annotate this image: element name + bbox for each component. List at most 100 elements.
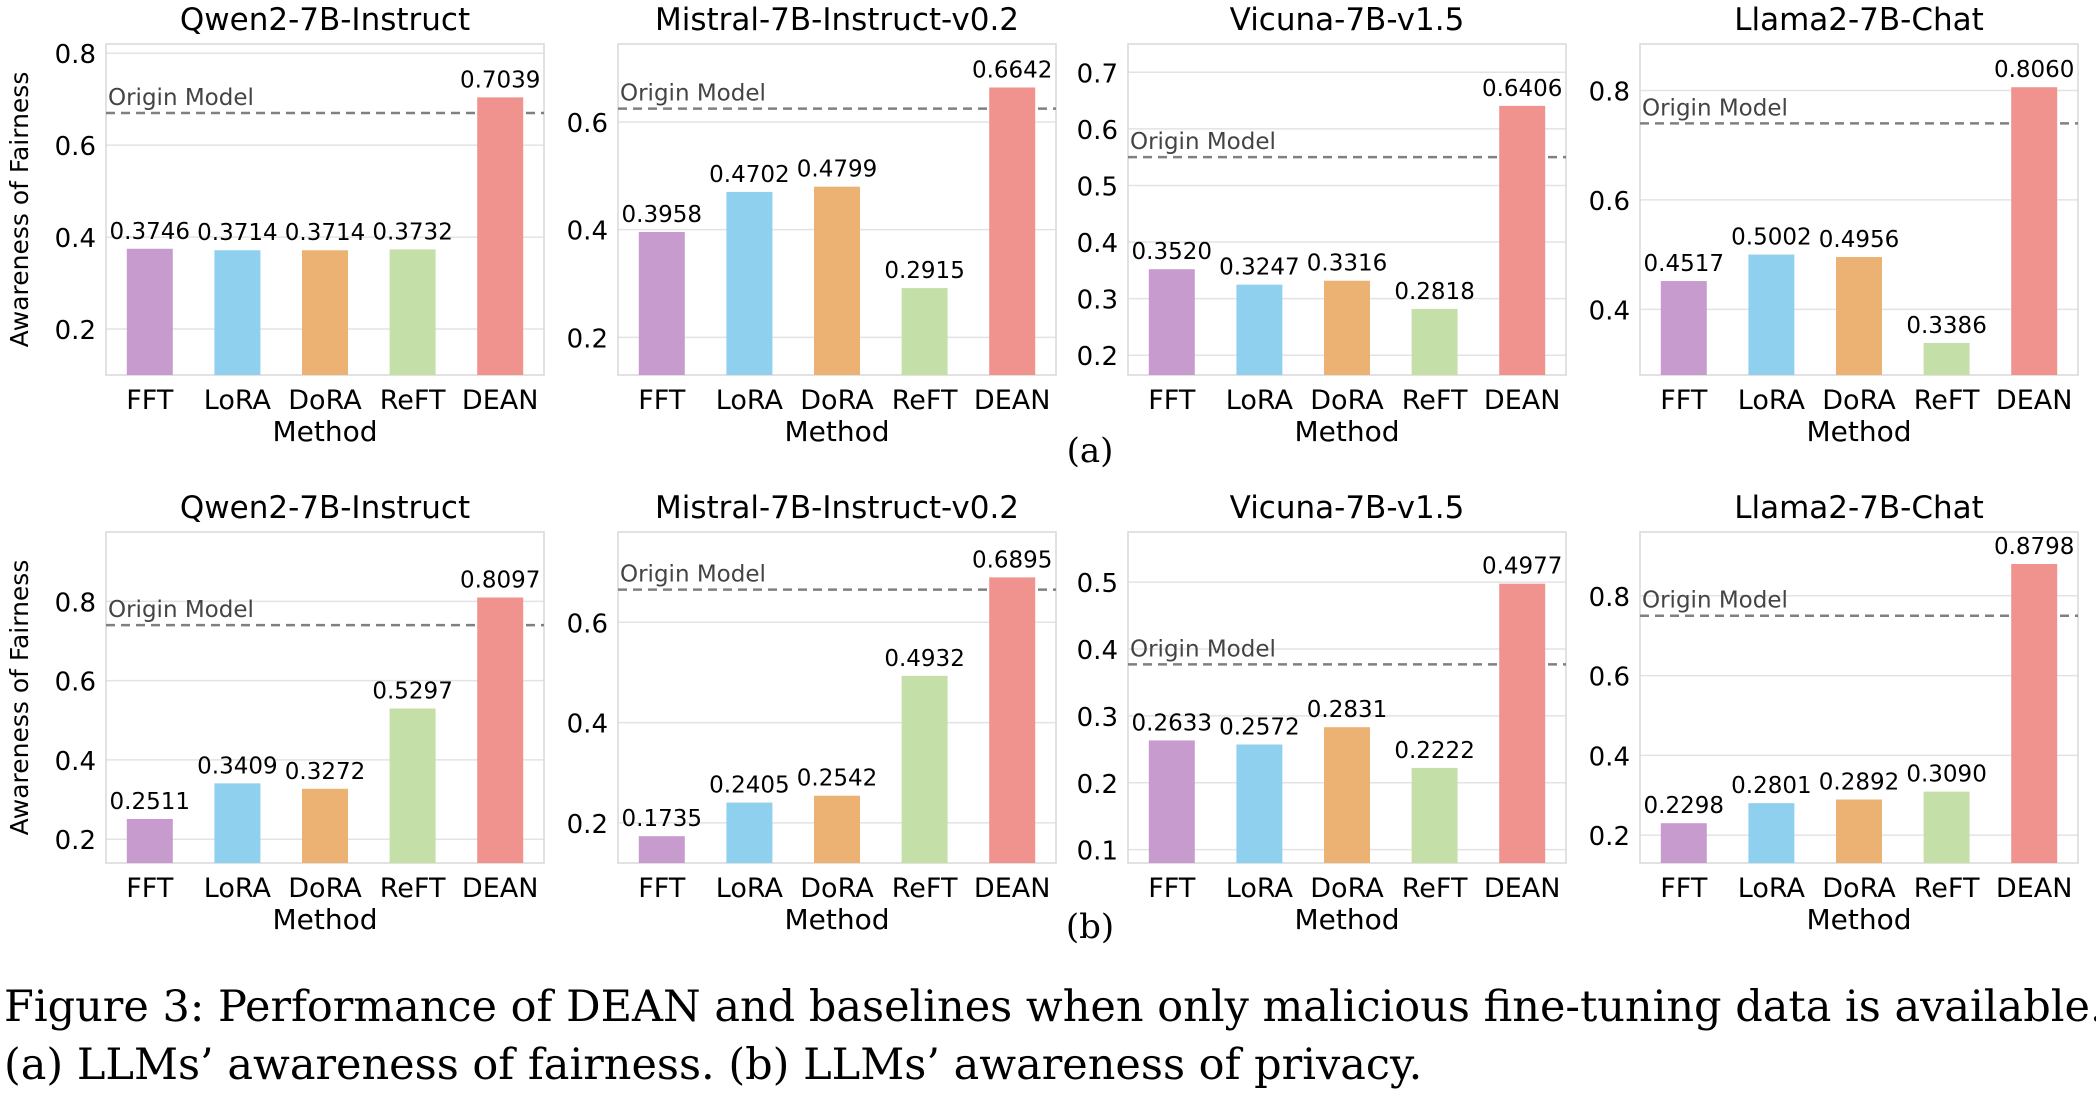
bar [2011,563,2058,863]
bar-value-label: 0.2892 [1819,770,1899,796]
bar-value-label: 0.8097 [460,568,540,594]
bar [1324,727,1370,863]
x-tick-label: LoRA [204,873,272,904]
x-tick-label: DoRA [1822,385,1896,416]
bar [901,675,948,863]
bar [1923,342,1970,375]
x-tick-label: DoRA [288,385,362,416]
bar [1660,823,1707,863]
bar-value-label: 0.3272 [285,759,365,785]
bar-value-label: 0.3746 [110,219,190,245]
bar [1660,281,1707,375]
x-tick-label: DEAN [462,873,539,904]
bar [477,597,524,863]
x-tick-label: DoRA [1822,873,1896,904]
x-tick-label: ReFT [380,385,446,416]
bar-value-label: 0.1735 [622,806,702,832]
bar [389,708,436,863]
bar [638,231,685,375]
x-tick-label: DEAN [974,385,1051,416]
bar [2011,87,2058,375]
bar-value-label: 0.3247 [1219,255,1299,281]
y-tick-label: 0.2 [55,316,96,346]
x-tick-label: FFT [1660,873,1708,904]
bar [302,788,348,863]
y-tick-label: 0.6 [55,668,96,698]
bar-value-label: 0.6642 [972,57,1052,83]
chart-title: Mistral-7B-Instruct-v0.2 [655,2,1019,38]
chart-4: 0.4 0.6 0.8 Origin Model 0.4517 FFT 0.5002 LoRA… [1589,2,2079,448]
y-tick-label: 0.4 [1077,229,1118,259]
y-tick-label: 0.2 [1589,822,1630,852]
x-tick-label: DEAN [1484,873,1561,904]
chart-title: Mistral-7B-Instruct-v0.2 [655,490,1019,526]
y-tick-label: 0.8 [1589,78,1630,108]
y-tick-label: 0.6 [1077,116,1118,146]
bar-value-label: 0.3732 [372,219,452,245]
x-tick-label: FFT [126,385,174,416]
panel-label-b: (b) [1066,907,1114,947]
bar [126,818,173,863]
bar [1836,799,1882,863]
bar [1923,791,1970,863]
y-tick-label: 0.4 [55,747,96,777]
y-tick-label: 0.7 [1077,59,1118,89]
bar-value-label: 0.8060 [1994,57,2074,83]
caption-line-1: Figure 3: Performance of DEAN and baseli… [4,982,2096,1032]
y-tick-label: 0.8 [55,588,96,618]
bar [1148,269,1195,375]
bar [638,836,685,863]
bar-value-label: 0.3520 [1132,239,1212,265]
origin-model-label: Origin Model [1642,95,1788,121]
bar-value-label: 0.6406 [1482,76,1562,102]
x-tick-label: LoRA [716,873,784,904]
x-tick-label: FFT [1148,385,1196,416]
bar [989,577,1036,863]
x-tick-label: ReFT [1402,385,1468,416]
bar [1836,257,1882,375]
x-tick-label: FFT [638,385,686,416]
bar [1148,740,1195,863]
x-tick-label: DEAN [1996,385,2073,416]
bar [1499,583,1546,863]
bar-value-label: 0.5297 [372,679,452,705]
bar [726,802,773,863]
origin-model-label: Origin Model [108,597,254,623]
y-tick-label: 0.6 [1589,187,1630,217]
bar [814,186,860,375]
bar [1236,284,1283,375]
bar [1236,744,1283,863]
bar-value-label: 0.2831 [1307,697,1387,723]
bar-value-label: 0.2572 [1219,715,1299,741]
bar-value-label: 0.3316 [1307,251,1387,277]
x-tick-label: DoRA [288,873,362,904]
x-tick-label: ReFT [892,873,958,904]
bar [1411,308,1458,375]
y-tick-label: 0.6 [1589,663,1630,693]
bar-value-label: 0.3958 [622,202,702,228]
chart-title: Llama2-7B-Chat [1734,490,1984,526]
bar [1748,254,1795,375]
y-tick-label: 0.2 [55,826,96,856]
bar-value-label: 0.2915 [884,258,964,284]
origin-model-label: Origin Model [1130,636,1276,662]
chart-2: 0.2 0.4 0.6 Origin Model 0.3958 FFT 0.4702 LoRA… [567,2,1057,448]
y-tick-label: 0.4 [1077,636,1118,666]
bar-value-label: 0.2633 [1132,710,1212,736]
x-tick-label: ReFT [1402,873,1468,904]
x-tick-label: ReFT [892,385,958,416]
x-tick-label: LoRA [1226,873,1294,904]
bar-value-label: 0.4932 [884,646,964,672]
y-tick-label: 0.5 [1077,172,1118,202]
bar-value-label: 0.5002 [1731,225,1811,251]
y-tick-label: 0.4 [55,224,96,254]
x-tick-label: LoRA [1226,385,1294,416]
x-axis-label: Method [272,903,377,936]
y-tick-label: 0.2 [567,810,608,840]
bar-value-label: 0.4517 [1644,251,1724,277]
bar-value-label: 0.2818 [1394,279,1474,305]
y-tick-label: 0.2 [1077,770,1118,800]
y-tick-label: 0.3 [1077,703,1118,733]
bar [1411,767,1458,863]
chart-6: 0.2 0.4 0.6 Origin Model 0.1735 FFT 0.2405 LoRA… [567,490,1057,936]
